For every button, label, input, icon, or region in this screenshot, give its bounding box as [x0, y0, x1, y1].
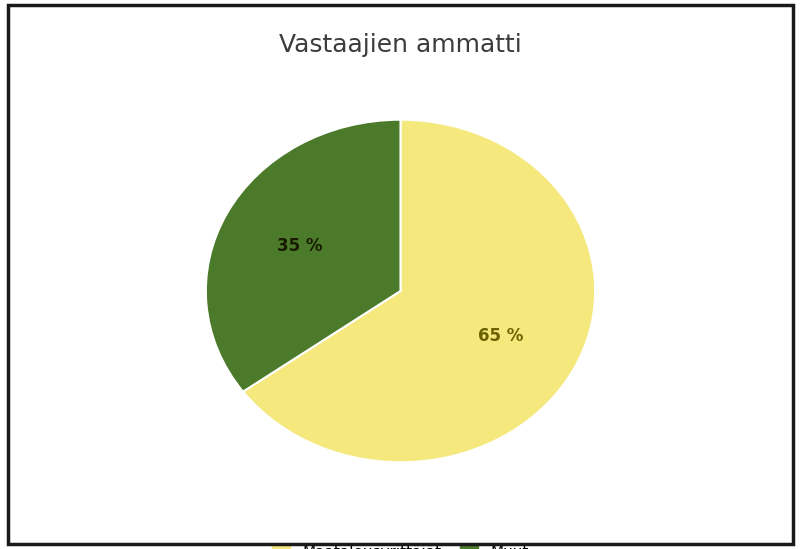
Wedge shape [206, 120, 400, 391]
Wedge shape [243, 120, 595, 462]
Title: Vastaajien ammatti: Vastaajien ammatti [279, 33, 522, 57]
Text: 65 %: 65 % [478, 327, 524, 345]
Legend: Maatalousyrittäjät, Muut: Maatalousyrittäjät, Muut [266, 539, 535, 549]
Text: 35 %: 35 % [277, 237, 323, 255]
